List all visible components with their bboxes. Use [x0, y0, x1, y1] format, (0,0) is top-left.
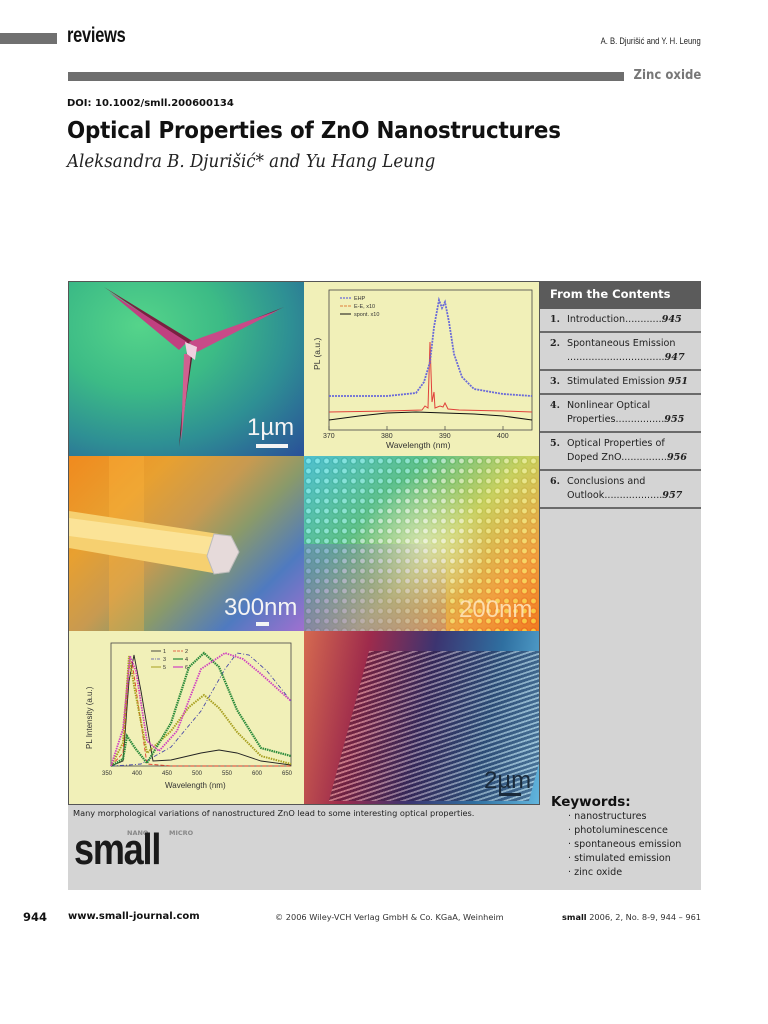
- scale-bar: [256, 622, 269, 626]
- pl-chart-2: 350 400 450 500 550 600 650 Wavelength (…: [85, 642, 293, 790]
- figure-mosaic: 1µm 370 380 390 400 Wavelength (nm) PL (…: [68, 281, 540, 805]
- scale-label: 2µm: [484, 767, 532, 794]
- contents-item-number: 2.: [550, 338, 560, 349]
- scale-label: 1µm: [247, 414, 295, 441]
- contents-item-page: 957: [662, 490, 683, 501]
- page-number: 944: [23, 910, 48, 924]
- running-header-authors: A. B. Djurišić and Y. H. Leung: [600, 36, 701, 46]
- contents-item-number: 4.: [550, 400, 560, 411]
- legend-entry: 5: [163, 665, 166, 671]
- contents-item-title: Optical Properties of Doped ZnO.........…: [567, 438, 667, 463]
- scale-label: 200nm: [459, 596, 533, 623]
- contents-item-title: Introduction............: [567, 314, 662, 325]
- figure-panel-tetrapod: 1µm: [69, 282, 304, 456]
- contents-item[interactable]: 1. Introduction............945: [540, 309, 701, 333]
- legend-entry: E-E, x10: [354, 304, 375, 310]
- contents-item[interactable]: 6. Conclusions and Outlook..............…: [540, 471, 701, 509]
- x-tick: 380: [381, 433, 393, 440]
- keywords-list: nanostructures photoluminescence spontan…: [568, 810, 681, 880]
- contents-item-page: 945: [661, 314, 682, 325]
- tetrapod-illustration: [104, 287, 284, 447]
- legend-entry: 3: [163, 657, 166, 663]
- keyword: stimulated emission: [568, 852, 681, 866]
- x-tick: 550: [222, 771, 233, 777]
- contents-item-number: 3.: [550, 376, 560, 387]
- keyword: spontaneous emission: [568, 838, 681, 852]
- scale-label: 300nm: [224, 594, 298, 621]
- section-label: reviews: [67, 24, 126, 47]
- figure-panel-pl-chart-2: 350 400 450 500 550 600 650 Wavelength (…: [69, 631, 304, 804]
- contents-item[interactable]: 5. Optical Properties of Doped ZnO......…: [540, 433, 701, 471]
- legend-entry: spont. x10: [354, 312, 379, 318]
- keyword: nanostructures: [568, 810, 681, 824]
- nanowire-illustration: [69, 456, 240, 631]
- legend-entry: 1: [163, 649, 166, 655]
- x-tick: 390: [439, 433, 451, 440]
- legend-entry: 6: [185, 665, 188, 671]
- contents-item[interactable]: 4. Nonlinear Optical Properties.........…: [540, 395, 701, 433]
- x-axis-label: Wavelength (nm): [165, 781, 226, 790]
- keyword: zinc oxide: [568, 866, 681, 880]
- topic-bar: [68, 72, 624, 81]
- keywords-title: Keywords:: [551, 794, 631, 810]
- contents-item-title: Spontaneous Emission ...................…: [567, 338, 676, 363]
- figure-panel-nanorod-array: 200nm: [304, 456, 539, 631]
- contents-item-number: 1.: [550, 314, 560, 325]
- contents-header: From the Contents: [540, 281, 701, 309]
- figure-caption: Many morphological variations of nanostr…: [73, 808, 475, 818]
- contents-item-page: 951: [668, 376, 689, 387]
- topic-label: Zinc oxide: [633, 68, 701, 83]
- x-axis-label: Wavelength (nm): [386, 440, 451, 450]
- copyright: © 2006 Wiley-VCH Verlag GmbH & Co. KGaA,…: [275, 912, 504, 922]
- article-authors: Aleksandra B. Djurišić* and Yu Hang Leun…: [67, 152, 436, 172]
- citation-journal: small: [562, 912, 587, 922]
- scale-bar: [256, 444, 288, 448]
- contents-item-page: 947: [664, 352, 685, 363]
- scale-bar: [499, 793, 521, 796]
- x-tick: 400: [132, 771, 143, 777]
- x-tick: 400: [497, 433, 509, 440]
- logo-nano: NANO: [127, 829, 149, 837]
- contents-item[interactable]: 3. Stimulated Emission 951: [540, 371, 701, 395]
- figure-panel-nanocomb: 2µm: [304, 631, 539, 804]
- legend-entry: 2: [185, 649, 188, 655]
- x-tick: 500: [192, 771, 203, 777]
- figure-panel-pl-chart-1: 370 380 390 400 Wavelength (nm) PL (a.u.…: [304, 282, 539, 456]
- contents-item[interactable]: 2. Spontaneous Emission ................…: [540, 333, 701, 371]
- contents-item-title: Nonlinear Optical Properties............…: [567, 400, 665, 425]
- contents-item-number: 6.: [550, 476, 560, 487]
- keyword: photoluminescence: [568, 824, 681, 838]
- contents-item-page: 956: [666, 452, 687, 463]
- logo-micro: MICRO: [169, 829, 194, 837]
- journal-logo: small: [74, 825, 161, 874]
- figure-panel-nanowire: 300nm: [69, 456, 304, 631]
- citation: small 2006, 2, No. 8-9, 944 – 961: [562, 912, 701, 922]
- contents-item-title: Conclusions and Outlook.................…: [567, 476, 663, 501]
- x-tick: 350: [102, 771, 113, 777]
- contents-item-page: 955: [664, 414, 685, 425]
- y-axis-label: PL (a.u.): [312, 338, 322, 370]
- x-tick: 370: [323, 433, 335, 440]
- x-tick: 650: [282, 771, 293, 777]
- citation-details: 2006, 2, No. 8-9, 944 – 961: [589, 912, 701, 922]
- section-tab-bar: [0, 33, 57, 44]
- article-title: Optical Properties of ZnO Nanostructures: [67, 118, 561, 144]
- contents-list: 1. Introduction............945 2. Sponta…: [540, 309, 701, 509]
- pl-chart-1: 370 380 390 400 Wavelength (nm) PL (a.u.…: [312, 289, 533, 450]
- contents-item-number: 5.: [550, 438, 560, 449]
- legend-entry: 4: [185, 657, 188, 663]
- x-tick: 600: [252, 771, 263, 777]
- x-tick: 450: [162, 771, 173, 777]
- doi[interactable]: DOI: 10.1002/smll.200600134: [67, 98, 234, 109]
- y-axis-label: PL Intensity (a.u.): [85, 686, 94, 749]
- journal-url[interactable]: www.small-journal.com: [68, 911, 200, 922]
- legend-entry: EHP: [354, 296, 366, 302]
- contents-item-title: Stimulated Emission: [567, 376, 665, 387]
